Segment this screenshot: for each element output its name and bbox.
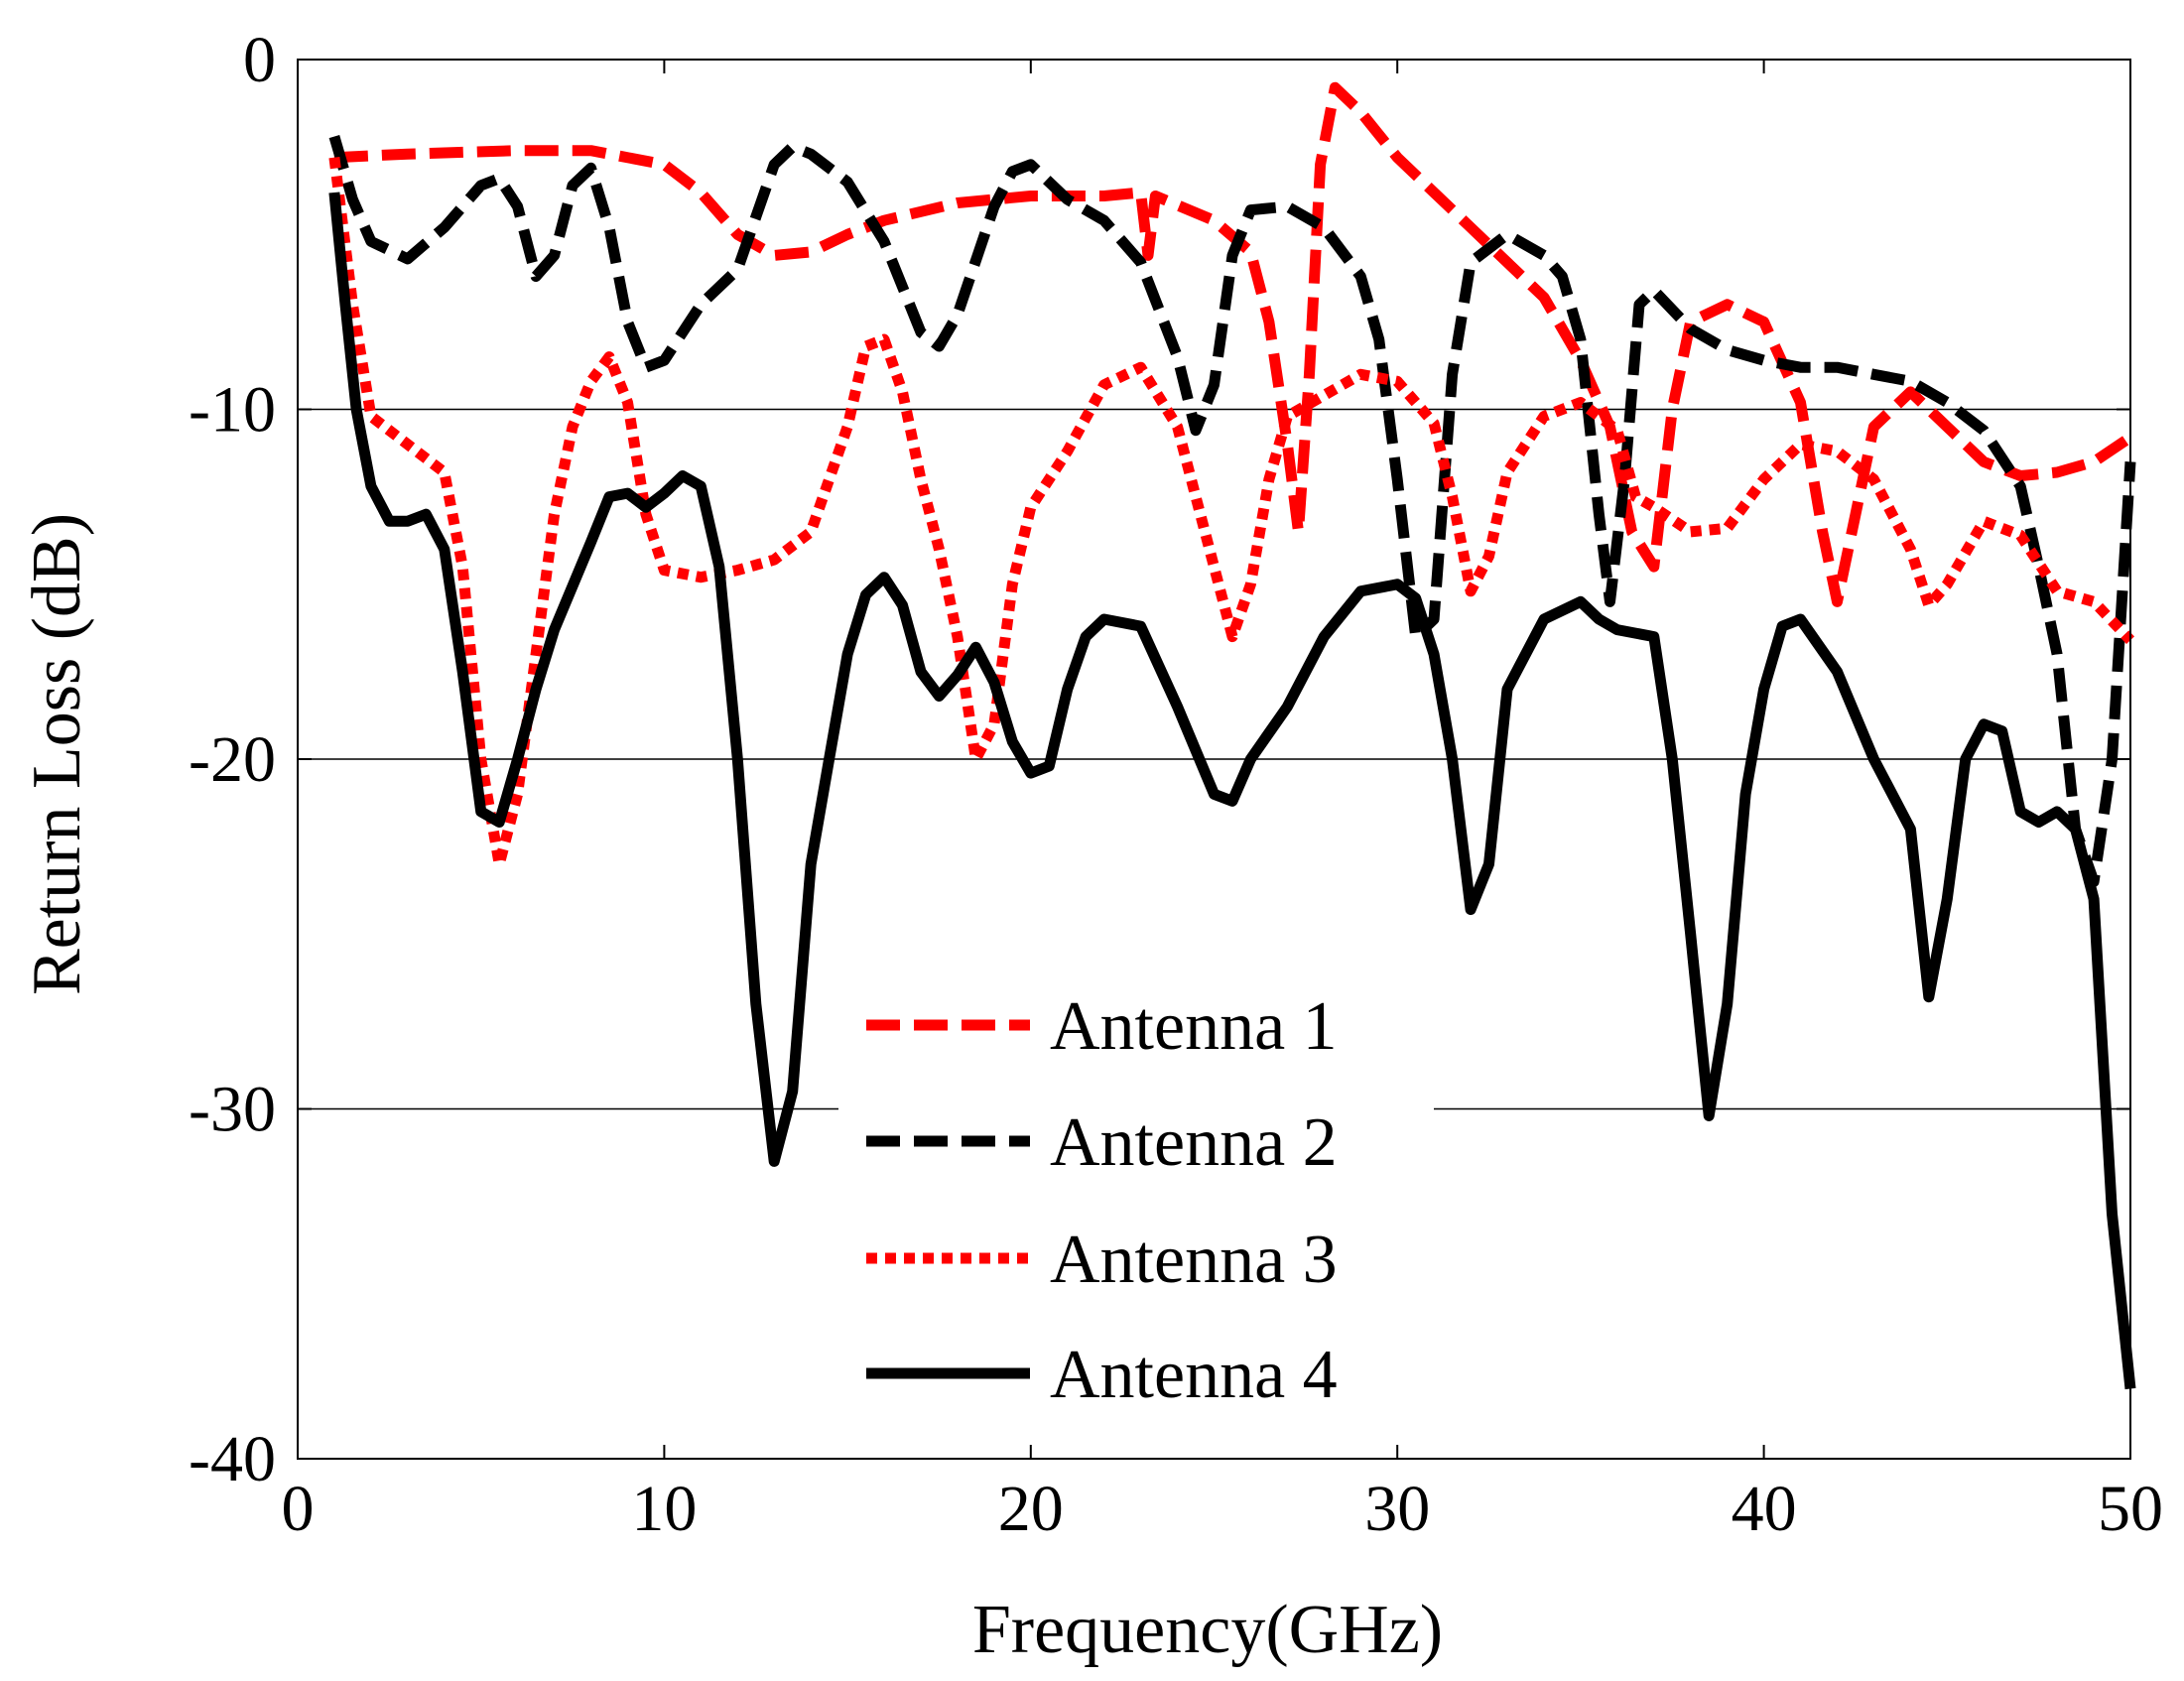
y-tick-label: -20 (189, 723, 276, 796)
legend: Antenna 1 Antenna 2 Antenna 3 Antenna 4 (838, 982, 1434, 1434)
y-tick-label: -10 (189, 374, 276, 447)
y-axis-label: Return Loss (dB) (19, 513, 95, 995)
x-tick-label: 40 (1732, 1473, 1797, 1545)
legend-label-antenna-3: Antenna 3 (1050, 1222, 1338, 1298)
legend-label-antenna-1: Antenna 1 (1050, 988, 1338, 1065)
axis-ticks: 0 10 20 30 40 50 0 -10 -20 -30 -40 (189, 24, 2163, 1545)
x-tick-label: 30 (1364, 1473, 1430, 1545)
legend-label-antenna-4: Antenna 4 (1050, 1337, 1338, 1413)
x-tick-label: 20 (998, 1473, 1064, 1545)
y-tick-label: -40 (189, 1423, 276, 1495)
x-tick-label: 0 (282, 1473, 315, 1545)
series-line-antenna-1 (333, 81, 2134, 607)
x-axis-label: Frequency(GHz) (972, 1592, 1443, 1668)
series-line-antenna-4 (328, 192, 2136, 1390)
y-tick-label: -30 (189, 1074, 276, 1146)
x-tick-label: 10 (631, 1473, 697, 1545)
legend-label-antenna-2: Antenna 2 (1050, 1104, 1338, 1181)
plot-series (328, 81, 2136, 1390)
x-tick-label: 50 (2098, 1473, 2163, 1545)
series-line-antenna-3 (328, 157, 2134, 870)
legend-box (838, 982, 1434, 1434)
series-line-antenna-2 (328, 135, 2136, 887)
y-tick-label: 0 (243, 24, 276, 96)
